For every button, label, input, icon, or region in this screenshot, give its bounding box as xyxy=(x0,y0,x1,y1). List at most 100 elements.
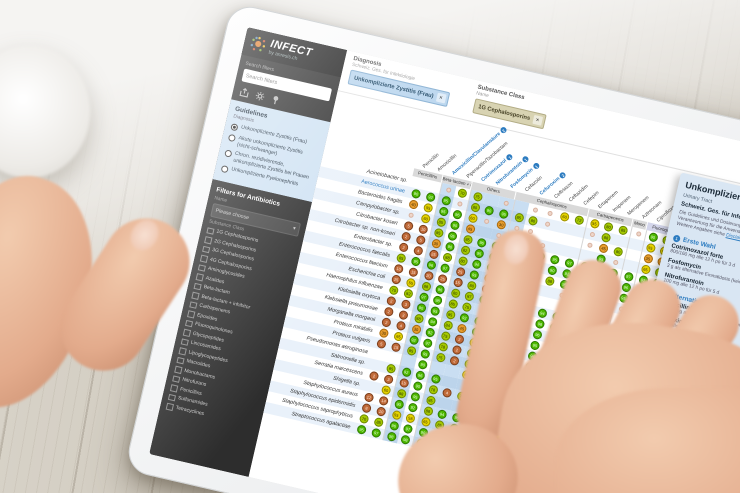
resistance-dot: 92 xyxy=(408,334,420,346)
checkbox-icon[interactable] xyxy=(193,282,202,291)
infect-app: INFECT by anresis.ch Search filters xyxy=(149,27,740,493)
tablet: INFECT by anresis.ch Search filters xyxy=(124,2,740,493)
checkbox-icon[interactable] xyxy=(170,384,178,392)
resistance-dot: 2 xyxy=(454,333,465,345)
resistance-dot: 40 xyxy=(408,199,419,210)
checkbox-icon[interactable] xyxy=(178,347,187,355)
radio-icon[interactable] xyxy=(230,123,239,132)
resistance-dot: 88 xyxy=(395,388,407,400)
resistance-dot: 95 xyxy=(430,373,441,385)
checkbox-icon[interactable] xyxy=(199,254,208,263)
select-value: Please choose xyxy=(214,207,250,222)
resistance-dot: 96 xyxy=(388,420,400,432)
resistance-dot: 85 xyxy=(444,309,456,321)
resistance-dot: 98 xyxy=(432,295,444,306)
resistance-dot: 84 xyxy=(442,319,454,331)
resistance-dot: 30 xyxy=(378,327,390,339)
resistance-dot: 60 xyxy=(559,211,571,223)
logo-block[interactable]: INFECT by anresis.ch xyxy=(241,27,348,78)
resistance-dot: 80 xyxy=(469,202,481,213)
resistance-dot xyxy=(586,242,593,249)
logo-text: INFECT by anresis.ch xyxy=(268,38,314,65)
resistance-dot: 85 xyxy=(425,394,436,406)
disclaimer-link[interactable]: Disclaimer xyxy=(725,233,740,244)
resistance-dot xyxy=(544,221,551,228)
resistance-dot: 85 xyxy=(405,345,417,357)
resistance-dot: 98 xyxy=(400,434,411,446)
resistance-dot: 65 xyxy=(393,331,404,342)
checkbox-icon[interactable] xyxy=(197,263,206,272)
resistance-dot xyxy=(532,207,539,214)
tablet-screen: INFECT by anresis.ch Search filters xyxy=(149,27,740,493)
checkbox-icon[interactable] xyxy=(172,374,180,383)
resistance-dot: 65 xyxy=(640,263,651,275)
checkbox-icon[interactable] xyxy=(184,319,193,328)
checkbox-icon[interactable] xyxy=(206,226,215,235)
radio-icon[interactable] xyxy=(227,133,237,143)
resistance-dot: 88 xyxy=(544,275,556,287)
resistance-dot: 97 xyxy=(422,337,434,349)
resistance-dot: 97 xyxy=(402,423,414,435)
resistance-dot: 94 xyxy=(537,307,548,319)
resistance-dot: 45 xyxy=(598,243,609,254)
resistance-dot: 92 xyxy=(424,327,436,338)
resistance-dot: 25 xyxy=(437,273,448,285)
resistance-dot: 97 xyxy=(622,271,634,283)
resistance-dot: 95 xyxy=(440,195,452,207)
resistance-dot: 98 xyxy=(534,318,546,330)
resistance-dot xyxy=(503,200,510,207)
resistance-dot: 95 xyxy=(356,424,368,436)
resistance-dot xyxy=(483,218,490,225)
chevron-down-icon: ▾ xyxy=(292,225,297,233)
checkbox-icon[interactable] xyxy=(195,273,204,281)
resistance-dot: 90 xyxy=(393,398,405,410)
checkbox-icon[interactable] xyxy=(189,300,198,309)
close-icon[interactable]: × xyxy=(531,114,543,126)
checkbox-icon[interactable] xyxy=(167,393,176,402)
resistance-dot: 80 xyxy=(612,246,624,258)
resistance-dot: 72 xyxy=(573,214,585,226)
resistance-dot: 80 xyxy=(466,280,478,292)
resistance-dot xyxy=(588,231,595,238)
resistance-dot: 85 xyxy=(373,416,385,428)
resistance-dot: 92 xyxy=(400,366,412,378)
resistance-dot: 35 xyxy=(642,253,654,265)
resistance-dot: 85 xyxy=(385,363,397,375)
resistance-dot: 94 xyxy=(427,316,439,328)
checkbox-icon[interactable] xyxy=(182,328,191,337)
resistance-dot: 3 xyxy=(398,309,409,321)
checkbox-icon[interactable] xyxy=(180,337,189,346)
resistance-dot: 60 xyxy=(380,384,392,396)
resistance-dot: 3 xyxy=(400,298,412,310)
pin-icon[interactable] xyxy=(270,94,281,105)
resistance-dot: 5 xyxy=(376,338,387,350)
checkbox-icon[interactable] xyxy=(176,356,185,365)
checkbox-icon[interactable] xyxy=(191,291,200,300)
share-icon[interactable] xyxy=(239,87,250,98)
resistance-dot: 15 xyxy=(390,341,402,353)
resistance-dot: 98 xyxy=(385,431,397,442)
sidebar: INFECT by anresis.ch Search filters xyxy=(149,27,348,477)
thumbnail xyxy=(124,214,165,256)
checkbox-icon[interactable] xyxy=(187,310,195,318)
resistance-dot: 3 xyxy=(383,374,395,385)
resistance-dot xyxy=(635,230,642,237)
resistance-dot: 87 xyxy=(463,291,475,302)
resistance-dot: 10 xyxy=(375,406,387,417)
checkbox-icon[interactable] xyxy=(165,402,174,411)
resistance-dot: 90 xyxy=(412,380,424,392)
resistance-dot: 75 xyxy=(439,330,451,342)
resistance-dot: 2 xyxy=(385,295,397,307)
resistance-dot: 95 xyxy=(437,206,449,217)
checkbox-icon[interactable] xyxy=(174,365,183,374)
checkbox-icon[interactable] xyxy=(202,245,210,254)
settings-gear-icon[interactable] xyxy=(255,91,266,102)
close-icon[interactable]: × xyxy=(435,92,447,104)
resistance-dot: 95 xyxy=(468,269,480,281)
resistance-dot: 30 xyxy=(430,238,442,249)
radio-icon[interactable] xyxy=(220,164,229,174)
class-checkbox-label: Epoxides xyxy=(196,311,218,323)
checkbox-icon[interactable] xyxy=(204,236,213,244)
resistance-dot: 2 xyxy=(383,306,395,318)
radio-icon[interactable] xyxy=(224,149,233,158)
